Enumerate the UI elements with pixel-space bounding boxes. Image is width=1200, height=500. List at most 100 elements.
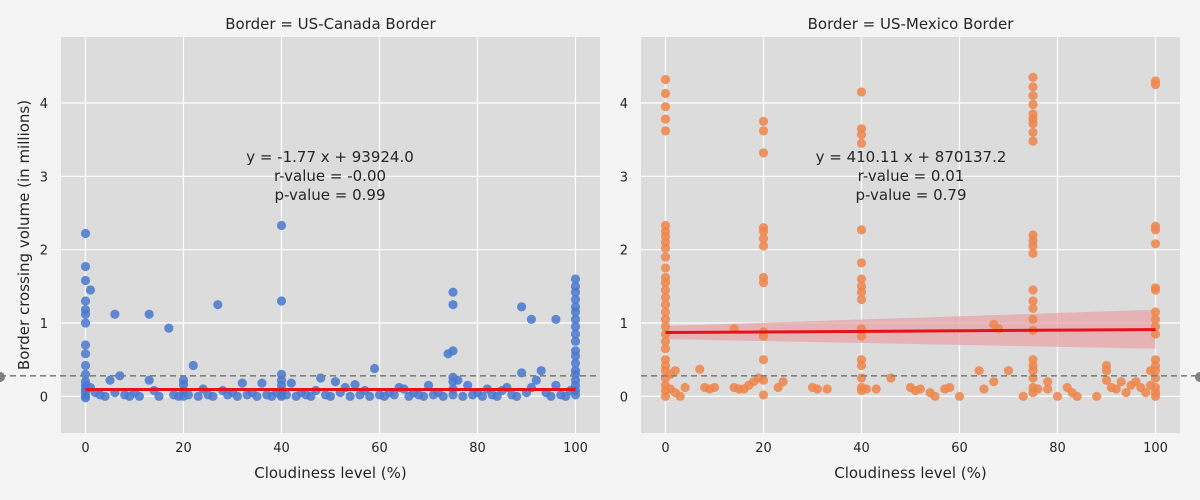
annotation-r-value: r-value = -0.00 — [274, 167, 386, 185]
data-point — [856, 225, 867, 235]
x-tick-label: 60 — [371, 441, 388, 456]
annotation-p-value: p-value = 0.99 — [274, 186, 385, 204]
data-point — [546, 391, 556, 401]
data-point — [660, 114, 671, 124]
data-point — [1150, 239, 1161, 249]
data-point — [1028, 136, 1038, 146]
data-point — [758, 226, 769, 236]
annotation-r-value: r-value = 0.01 — [858, 167, 965, 185]
data-point — [370, 363, 380, 374]
data-point — [979, 384, 989, 394]
data-point — [856, 294, 867, 305]
data-point — [80, 360, 91, 371]
data-point — [1141, 388, 1151, 398]
data-point — [517, 302, 527, 312]
data-point — [1101, 366, 1112, 376]
data-point — [80, 318, 91, 328]
data-point — [1150, 391, 1161, 401]
data-point — [570, 322, 581, 332]
data-point — [1028, 241, 1038, 251]
data-point — [570, 336, 581, 346]
data-point — [861, 384, 872, 394]
data-point — [276, 220, 287, 231]
data-point — [1043, 377, 1053, 387]
x-tick-label: 80 — [1049, 441, 1066, 456]
x-axis-label: Cloudiness level (%) — [834, 464, 987, 482]
data-point — [856, 129, 867, 140]
data-point — [1028, 72, 1038, 82]
annotation-equation: y = 410.11 x + 870137.2 — [816, 148, 1007, 166]
x-tick-label: 20 — [175, 441, 192, 456]
data-point — [281, 390, 291, 400]
data-point — [80, 349, 91, 359]
data-point — [80, 261, 91, 272]
data-point — [758, 278, 769, 288]
y-tick-labels: 0 1 2 3 4 — [620, 97, 628, 405]
y-tick-label: 1 — [620, 317, 628, 332]
x-tick-label: 0 — [661, 441, 669, 456]
data-point — [1043, 384, 1053, 394]
data-point — [448, 390, 458, 400]
y-tick-label: 0 — [620, 390, 628, 405]
data-point — [1111, 384, 1121, 394]
data-point — [660, 336, 671, 346]
data-point — [257, 378, 267, 388]
x-axis-label: Cloudiness level (%) — [254, 464, 407, 482]
data-point — [115, 371, 125, 381]
data-point — [570, 294, 581, 305]
data-point — [105, 375, 115, 385]
data-point — [232, 391, 242, 401]
data-point — [1116, 377, 1126, 387]
data-point — [660, 88, 671, 99]
data-point — [660, 300, 671, 310]
data-point — [570, 287, 581, 297]
data-point — [438, 391, 448, 401]
data-point — [1092, 391, 1102, 401]
data-point — [660, 307, 671, 317]
data-point — [758, 355, 769, 365]
y-tick-label: 3 — [40, 170, 48, 185]
data-point — [1028, 303, 1038, 313]
scatter-points — [660, 72, 1161, 401]
data-point — [660, 263, 671, 273]
data-point — [1121, 388, 1131, 398]
data-point — [660, 314, 671, 324]
data-point — [778, 377, 788, 387]
data-point — [945, 382, 955, 393]
data-point — [570, 307, 581, 317]
panel-us-mexico: 0 20 40 60 80 100 0 1 2 3 4 Border = US-Mexico Bo… — [620, 15, 1200, 482]
data-point — [1150, 366, 1161, 376]
data-point — [80, 275, 91, 286]
data-point — [477, 391, 487, 401]
data-point — [330, 377, 340, 387]
data-point — [660, 322, 671, 332]
panel-us-canada: 0 20 40 60 80 100 0 1 2 3 4 Border = US-Canada Bo… — [0, 15, 600, 482]
x-tick-label: 20 — [755, 441, 772, 456]
data-point — [660, 285, 671, 295]
x-tick-label: 60 — [951, 441, 968, 456]
data-point — [660, 344, 671, 354]
data-point — [458, 391, 468, 401]
data-point — [1028, 296, 1038, 306]
data-point — [570, 314, 581, 324]
data-point — [448, 346, 458, 356]
data-point — [758, 390, 769, 400]
data-point — [856, 258, 867, 268]
data-point — [80, 296, 91, 306]
data-point — [758, 234, 769, 244]
data-point — [365, 391, 375, 401]
data-point — [512, 391, 522, 401]
data-point — [536, 366, 546, 376]
data-point — [930, 391, 940, 401]
y-tick-label: 4 — [620, 97, 628, 112]
data-point — [345, 391, 355, 401]
data-point — [660, 278, 671, 288]
data-point — [856, 274, 867, 284]
data-point — [154, 391, 164, 401]
data-point — [286, 378, 296, 388]
data-point — [758, 116, 769, 126]
x-tick-label: 40 — [273, 441, 290, 456]
data-point — [1150, 80, 1161, 90]
data-point — [551, 380, 561, 390]
data-point — [856, 331, 867, 341]
